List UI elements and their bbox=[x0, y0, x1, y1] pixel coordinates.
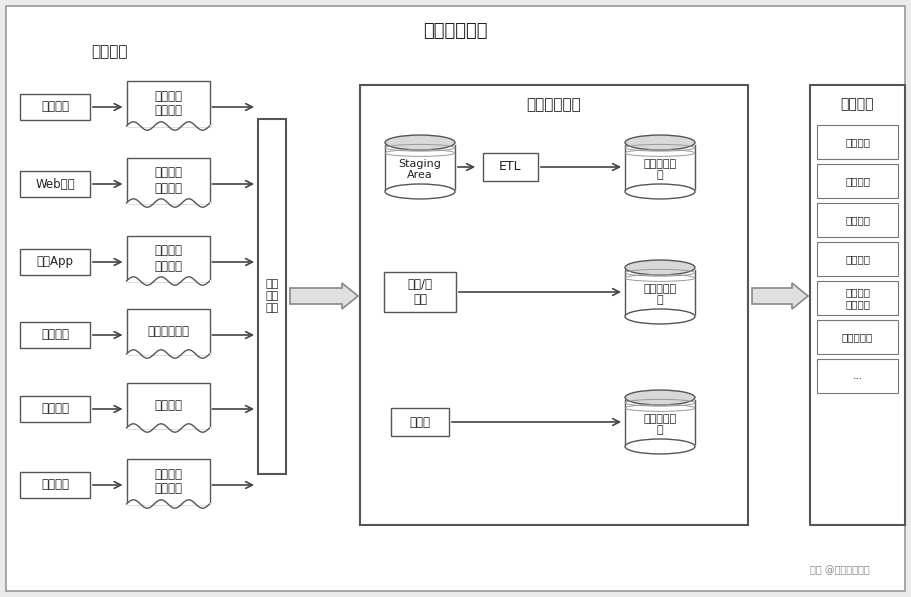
FancyBboxPatch shape bbox=[20, 171, 90, 197]
Text: 数据存储处理: 数据存储处理 bbox=[527, 97, 581, 112]
Text: 流处理: 流处理 bbox=[410, 416, 431, 429]
FancyBboxPatch shape bbox=[625, 143, 695, 192]
Ellipse shape bbox=[625, 260, 695, 275]
Text: 实时数据存
储: 实时数据存 储 bbox=[643, 414, 677, 435]
Text: 手工文件: 手工文件 bbox=[154, 399, 182, 412]
Text: 外部系统: 外部系统 bbox=[41, 328, 69, 341]
FancyBboxPatch shape bbox=[817, 320, 898, 354]
Polygon shape bbox=[290, 283, 358, 309]
FancyBboxPatch shape bbox=[20, 94, 90, 120]
FancyBboxPatch shape bbox=[127, 383, 210, 428]
Ellipse shape bbox=[625, 439, 695, 454]
Text: 埋点日志
数据文件: 埋点日志 数据文件 bbox=[154, 90, 182, 118]
FancyBboxPatch shape bbox=[391, 408, 449, 436]
Ellipse shape bbox=[625, 390, 695, 405]
FancyBboxPatch shape bbox=[20, 396, 90, 422]
FancyBboxPatch shape bbox=[817, 281, 898, 315]
Ellipse shape bbox=[625, 184, 695, 199]
FancyBboxPatch shape bbox=[817, 242, 898, 276]
FancyBboxPatch shape bbox=[20, 249, 90, 275]
Text: 埋点日志
数据文件: 埋点日志 数据文件 bbox=[154, 467, 182, 496]
Text: 业务系统: 业务系统 bbox=[41, 479, 69, 491]
Ellipse shape bbox=[625, 309, 695, 324]
FancyBboxPatch shape bbox=[360, 85, 748, 525]
Text: 埋点日志
数据文件: 埋点日志 数据文件 bbox=[154, 167, 182, 195]
FancyBboxPatch shape bbox=[127, 158, 210, 203]
FancyBboxPatch shape bbox=[127, 236, 210, 281]
FancyBboxPatch shape bbox=[817, 359, 898, 393]
Ellipse shape bbox=[385, 184, 455, 199]
Text: 数据产生: 数据产生 bbox=[92, 44, 128, 59]
FancyBboxPatch shape bbox=[258, 118, 286, 473]
Text: Staging
Area: Staging Area bbox=[399, 159, 442, 180]
Ellipse shape bbox=[625, 135, 695, 150]
FancyBboxPatch shape bbox=[20, 322, 90, 348]
FancyBboxPatch shape bbox=[127, 81, 210, 126]
Ellipse shape bbox=[385, 135, 455, 150]
Text: 数据分析: 数据分析 bbox=[845, 176, 870, 186]
FancyBboxPatch shape bbox=[127, 309, 210, 354]
Text: ETL: ETL bbox=[498, 161, 521, 174]
Polygon shape bbox=[752, 283, 808, 309]
FancyBboxPatch shape bbox=[127, 459, 210, 504]
Text: 手机App: 手机App bbox=[36, 256, 74, 269]
Text: 埋点日志
数据文件: 埋点日志 数据文件 bbox=[154, 245, 182, 272]
Text: Web系统: Web系统 bbox=[36, 177, 75, 190]
Text: 近线数据存
储: 近线数据存 储 bbox=[643, 284, 677, 305]
FancyBboxPatch shape bbox=[810, 85, 905, 525]
Text: 数据在线服: 数据在线服 bbox=[842, 332, 873, 342]
Text: 大数据流程图: 大数据流程图 bbox=[423, 22, 487, 40]
Text: 数据挖掘: 数据挖掘 bbox=[845, 254, 870, 264]
Text: 头条 @消防产业智库: 头条 @消防产业智库 bbox=[810, 565, 870, 575]
FancyBboxPatch shape bbox=[817, 164, 898, 198]
Text: 微批/流
处理: 微批/流 处理 bbox=[407, 278, 433, 306]
Text: 爬虫、外部购: 爬虫、外部购 bbox=[147, 325, 189, 338]
FancyBboxPatch shape bbox=[625, 267, 695, 316]
Text: 即席分析: 即席分析 bbox=[845, 215, 870, 225]
Text: ...: ... bbox=[853, 371, 863, 381]
FancyBboxPatch shape bbox=[817, 125, 898, 159]
FancyBboxPatch shape bbox=[817, 203, 898, 237]
Text: 报表展示: 报表展示 bbox=[845, 137, 870, 147]
FancyBboxPatch shape bbox=[483, 153, 537, 181]
FancyBboxPatch shape bbox=[20, 472, 90, 498]
FancyBboxPatch shape bbox=[384, 272, 456, 312]
Text: 数据应用: 数据应用 bbox=[841, 97, 875, 111]
Text: 数据
采集
传输: 数据 采集 传输 bbox=[265, 279, 279, 313]
FancyBboxPatch shape bbox=[385, 143, 455, 192]
Text: 人工整理: 人工整理 bbox=[41, 402, 69, 416]
FancyBboxPatch shape bbox=[625, 398, 695, 447]
Text: 机器学习
深度学习: 机器学习 深度学习 bbox=[845, 287, 870, 309]
FancyBboxPatch shape bbox=[6, 6, 905, 591]
Text: 业务系统: 业务系统 bbox=[41, 100, 69, 113]
Text: 离线数据存
储: 离线数据存 储 bbox=[643, 159, 677, 180]
